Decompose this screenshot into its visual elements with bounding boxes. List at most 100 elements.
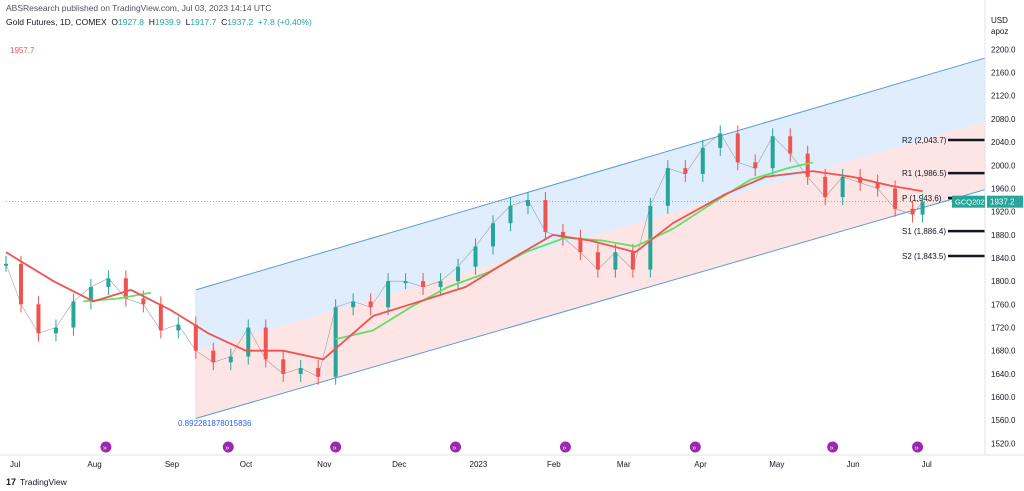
event-marker-glyph: » [225,445,229,452]
candle-body [875,182,880,189]
x-tick-label: Oct [240,460,253,469]
y-tick-label: 2000.0 [991,161,1016,170]
event-marker-circle [450,441,462,453]
candle-body [910,208,915,215]
candle-body [823,176,828,198]
candle-body [36,304,41,334]
event-marker-glyph: » [915,445,919,452]
candle-body [246,327,251,357]
channel-lower-fill [195,121,985,419]
event-marker-icon: » [100,441,112,453]
ticker-badge-bg [952,195,985,208]
x-tick-label: Jul [10,460,20,469]
x-tick-label: Jul [922,460,932,469]
published-info: ABSResearch published on TradingView.com… [6,3,272,13]
candle-body [491,223,496,247]
candle-body [770,136,775,169]
y-tick-label: 2040.0 [991,138,1016,147]
candle-body [368,301,373,308]
tradingview-logo-icon: 17 [6,477,17,487]
candle-body [263,327,268,360]
last-price-badge: 1937.2 [990,198,1015,207]
channel-lower-line [195,189,986,419]
candle-body [386,281,391,308]
event-marker-icon: » [559,441,571,453]
candle-body [560,231,565,238]
pivot-label-1: R1 (1,986.5) [902,169,947,178]
event-marker-icon: » [330,441,342,453]
candle-body [595,252,600,270]
candle-body [298,368,303,374]
candle-body [71,301,76,328]
candle-body [438,281,443,287]
candle-body [648,205,653,270]
candle-body [840,176,845,198]
candle-body [788,136,793,154]
candle-body [578,237,583,253]
y-tick-label: 1640.0 [991,370,1016,379]
y-tick-label: 1520.0 [991,439,1016,448]
y-tick-label: 1680.0 [991,347,1016,356]
brand-name: TradingView [20,477,67,487]
event-marker-circle [689,441,701,453]
channel-upper-fill [195,58,985,351]
candle-body [158,304,163,331]
candle-body [403,281,408,284]
candle-body [193,324,198,351]
candle-body [858,176,863,183]
y-tick-label: 1600.0 [991,393,1016,402]
x-tick-label: Aug [87,460,101,469]
candle-body [106,278,111,287]
event-marker-circle [330,441,342,453]
y-tick-label: 2160.0 [991,69,1016,78]
y-tick-label: 1560.0 [991,416,1016,425]
candle-body [176,324,181,331]
event-marker-icon: » [689,441,701,453]
event-marker-glyph: » [453,445,457,452]
event-marker-glyph: » [103,445,107,452]
y-tick-label: 2200.0 [991,45,1016,54]
x-tick-label: Nov [317,460,331,469]
candle-body [543,200,548,232]
channel-upper-line [195,57,986,291]
event-marker-circle [912,441,924,453]
event-marker-icon: » [827,441,839,453]
x-tick-label: Apr [694,460,707,469]
candle-body [525,200,530,206]
ohlc-open: 1927.8 [117,17,144,27]
event-marker-glyph: » [830,445,834,452]
ohlc-high: 1939.9 [154,17,181,27]
candle-body [456,266,461,282]
x-tick-label: Jun [847,460,860,469]
axis-unit: apoz [991,27,1008,36]
y-tick-label: 1840.0 [991,254,1016,263]
axis-currency: USD [991,16,1008,25]
event-marker-glyph: » [692,445,696,452]
event-marker-glyph: » [333,445,337,452]
candle-body [700,147,705,174]
event-marker-circle [559,441,571,453]
candle-body [920,201,925,215]
candle-body [228,356,233,363]
symbol-title: Gold Futures, 1D, COMEX [6,17,107,27]
candle-body [718,133,723,148]
candle-body [123,278,128,299]
candle-body [508,205,513,224]
candle-body [421,281,426,287]
ohlc-change: +7.8 (+0.40%) [257,17,312,27]
pivot-label-3: S1 (1,886.4) [902,227,946,236]
candle-body [630,252,635,270]
candle-body [683,168,688,174]
event-marker-circle [827,441,839,453]
y-tick-label: 1880.0 [991,231,1016,240]
x-tick-label: Sep [165,460,180,469]
candle-body [316,368,321,377]
y-tick-label: 2120.0 [991,92,1016,101]
candle-body [53,327,58,334]
candle-body [753,162,758,169]
candle-body [333,307,338,377]
y-tick-label: 1920.0 [991,208,1016,217]
candle-body [141,298,146,305]
event-marker-icon: » [222,441,234,453]
